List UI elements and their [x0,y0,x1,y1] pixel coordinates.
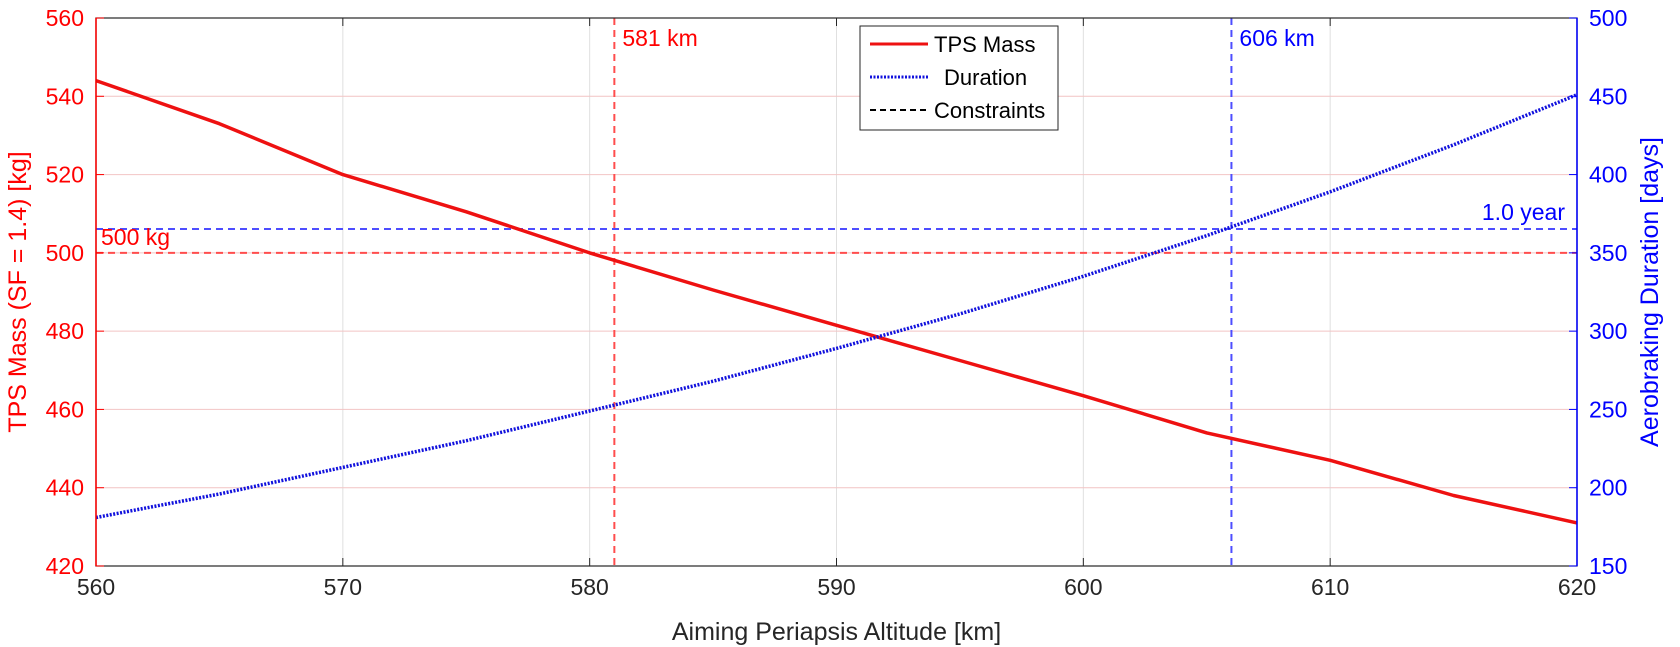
constraint-labels: 581 km 606 km 500 kg 1.0 year [101,25,1565,250]
x-tick-label: 610 [1311,574,1349,600]
legend-entry: TPS Mass [934,32,1035,57]
y-left-tick-label: 560 [46,5,84,31]
y-left-tick-label: 440 [46,475,84,501]
y-left-tick-label: 480 [46,318,84,344]
constraint-label: 581 km [622,25,697,51]
y-axis-left-label: TPS Mass (SF = 1.4) [kg] [4,151,32,432]
series-lines [95,78,1578,525]
y-right-tick-label: 450 [1589,83,1627,109]
legend-entry: Duration [944,65,1027,90]
constraint-lines [96,18,1577,566]
y-right-tick-label: 300 [1589,318,1627,344]
legend-entry: Constraints [934,98,1045,123]
y-right-tick-label: 250 [1589,396,1627,422]
x-tick-label: 560 [77,574,115,600]
x-tick-label: 600 [1064,574,1102,600]
y-right-tick-label: 200 [1589,475,1627,501]
y-right-tick-label: 400 [1589,162,1627,188]
y-left-tick-label: 520 [46,162,84,188]
grid [96,18,1577,566]
y-axis-right-label: Aerobraking Duration [days] [1636,137,1664,447]
y-axis-left: 420 440 460 480 500 520 540 560 [46,5,104,579]
legend: TPS Mass Duration Constraints [859,25,1059,131]
x-axis-label: Aiming Periapsis Altitude [km] [672,618,1001,646]
y-right-tick-label: 150 [1589,553,1627,579]
constraint-label: 606 km [1239,25,1314,51]
series-line [95,78,1578,525]
x-tick-label: 620 [1558,574,1596,600]
y-left-tick-label: 500 [46,240,84,266]
y-right-tick-label: 350 [1589,240,1627,266]
constraint-label: 500 kg [101,224,170,250]
x-axis: 560 570 580 590 600 610 620 [77,18,1596,600]
series-line [95,93,1578,520]
x-tick-label: 570 [324,574,362,600]
x-tick-label: 590 [817,574,855,600]
constraint-label: 1.0 year [1482,199,1565,225]
y-right-tick-label: 500 [1589,5,1627,31]
y-left-tick-label: 540 [46,83,84,109]
y-axis-right: 150 200 250 300 350 400 450 500 [1569,5,1627,579]
y-left-tick-label: 460 [46,396,84,422]
y-left-tick-label: 420 [46,553,84,579]
x-tick-label: 580 [570,574,608,600]
